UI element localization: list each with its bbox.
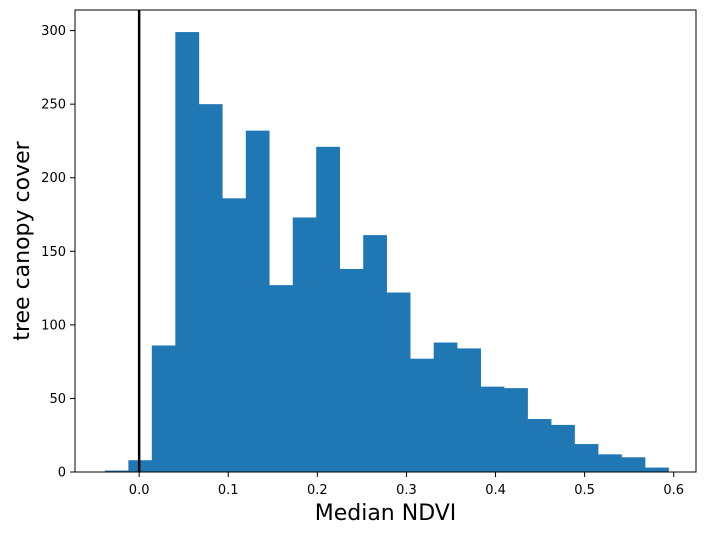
histogram-bar-13 (410, 358, 435, 472)
y-tick-label-5: 250 (41, 98, 66, 113)
histogram-bar-9 (316, 146, 341, 472)
x-tick-label-1: 0.1 (218, 483, 239, 498)
y-tick-label-1: 50 (49, 392, 66, 407)
x-tick-label-5: 0.5 (574, 483, 595, 498)
y-tick-label-0: 0 (58, 466, 66, 481)
histogram-bar-3 (175, 32, 200, 472)
x-tick-label-4: 0.4 (485, 483, 506, 498)
y-tick-label-6: 300 (41, 24, 66, 39)
histogram-bar-4 (198, 104, 223, 473)
x-axis-title: Median NDVI (315, 501, 457, 526)
histogram-bar-22 (621, 457, 646, 472)
y-axis-title: tree canopy cover (10, 140, 35, 340)
histogram-bar-21 (598, 454, 622, 472)
histogram-bar-15 (457, 348, 481, 472)
histogram-bars (104, 32, 669, 473)
y-tick-label-2: 100 (41, 318, 66, 333)
histogram-bar-5 (222, 198, 247, 472)
histogram-bar-23 (645, 467, 669, 472)
x-tick-label-2: 0.2 (307, 483, 328, 498)
histogram-bar-18 (527, 419, 552, 472)
y-tick-label-4: 200 (41, 171, 66, 186)
plot-frame (74, 9, 697, 473)
x-axis-ticks: 0.0 0.1 0.2 0.3 0.4 0.5 0.6 (129, 472, 684, 498)
histogram-bar-0 (104, 470, 129, 472)
histogram-bar-6 (245, 130, 270, 472)
histogram-bar-20 (574, 444, 599, 472)
y-tick-label-3: 150 (41, 245, 66, 260)
histogram-bar-11 (363, 235, 387, 472)
x-tick-label-6: 0.6 (663, 483, 684, 498)
histogram-bar-14 (433, 342, 458, 472)
histogram-bar-10 (339, 268, 364, 472)
histogram-bar-19 (551, 424, 575, 472)
histogram-bar-8 (292, 217, 317, 472)
x-tick-label-3: 0.3 (396, 483, 417, 498)
histogram-bar-16 (480, 386, 505, 472)
y-axis-ticks: 0 50 100 150 200 250 300 (41, 24, 75, 481)
histogram-bar-12 (386, 292, 411, 472)
histogram-bar-7 (269, 285, 294, 472)
histogram-bar-17 (504, 388, 528, 472)
x-tick-label-0: 0.0 (129, 483, 150, 498)
histogram-bar-2 (151, 345, 176, 472)
